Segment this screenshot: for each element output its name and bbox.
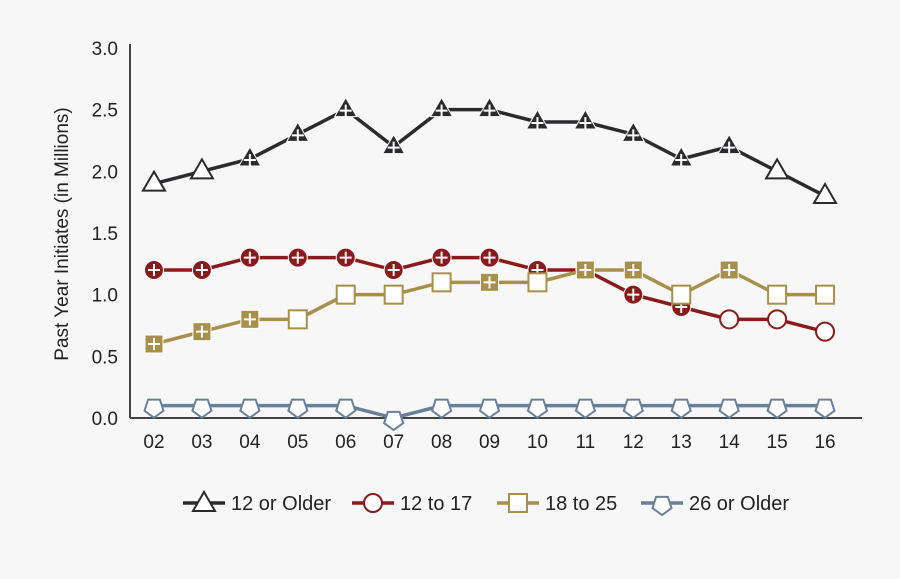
significance-plus-icon [579,117,592,129]
significance-plus-icon [627,129,640,142]
legend-item: 12 to 17 [352,493,472,515]
x-tick-label: 03 [191,432,212,453]
data-point [767,284,788,305]
x-tick-label: 14 [719,432,741,453]
x-tick-label: 06 [335,432,356,453]
significance-plus-icon [627,288,640,301]
data-point [141,169,167,192]
significance-plus-icon [435,104,448,117]
x-tick-label: 16 [814,432,835,453]
data-point [815,321,836,342]
series-26-or-older [143,398,836,432]
x-tick-label: 07 [383,432,404,453]
data-point [719,309,740,330]
x-tick-label: 11 [576,432,596,453]
data-point [287,398,309,419]
legend-marker-triangle-icon [191,490,217,512]
legend-marker-square-icon [508,493,528,513]
data-point [767,309,788,330]
data-point [239,398,261,419]
significance-plus-icon [483,104,496,117]
x-tick-label: 15 [767,432,788,453]
significance-plus-icon [148,338,160,350]
data-point [718,398,740,419]
data-point [814,398,836,419]
legend-label: 12 to 17 [400,493,472,515]
significance-plus-icon [723,264,736,276]
significance-plus-icon [243,251,256,264]
x-tick-label: 02 [143,432,164,453]
data-point [766,398,788,419]
data-point [143,398,165,419]
legend-marker-circle-icon [363,493,383,513]
x-tick-label: 08 [431,432,452,453]
series-12-or-older [141,96,838,204]
y-tick-label: 2.0 [92,162,118,183]
data-point [383,284,404,305]
series-18-to-25 [144,260,836,354]
y-axis-label: Past Year Initiates (in Millions) [52,107,73,360]
data-point [191,398,213,419]
significance-plus-icon [195,264,208,276]
data-point [671,284,692,305]
significance-plus-icon [435,251,448,264]
data-point [287,309,308,330]
y-tick-label: 0.5 [92,347,118,368]
significance-plus-icon [483,251,496,264]
y-tick-label: 2.5 [92,101,118,122]
data-point [382,410,405,432]
significance-plus-icon [483,276,496,289]
significance-plus-icon [243,313,256,326]
legend-label: 12 or Older [231,493,331,515]
data-point [189,157,215,180]
legend-item: 26 or Older [641,493,789,517]
legend-label: 18 to 25 [545,493,617,515]
significance-plus-icon [675,154,688,166]
significance-plus-icon [723,141,736,154]
significance-plus-icon [291,129,304,142]
significance-plus-icon [195,325,208,338]
legend-marker-pentagon-icon [651,495,673,517]
data-point [670,398,692,419]
y-tick-label: 0.0 [92,409,118,430]
significance-plus-icon [243,154,256,166]
legend-label: 26 or Older [689,493,789,515]
y-tick-label: 3.0 [92,39,118,60]
significance-plus-icon [339,104,352,117]
significance-plus-icon [291,251,304,264]
data-point [622,398,644,419]
data-point [527,272,548,293]
x-tick-label: 12 [623,432,644,453]
data-point [431,272,452,293]
data-point [335,284,356,305]
y-tick-label: 1.5 [92,224,118,245]
data-point [764,157,790,180]
significance-plus-icon [627,264,640,276]
data-point [335,398,357,419]
legend-item: 12 or Older [183,490,331,515]
x-tick-label: 13 [671,432,692,453]
x-tick-label: 09 [479,432,500,453]
data-point [478,398,501,419]
x-tick-label: 05 [287,432,308,453]
x-tick-label: 04 [239,432,261,453]
data-point [526,398,549,419]
significance-plus-icon [387,141,400,154]
significance-plus-icon [579,264,592,276]
significance-plus-icon [339,251,352,264]
significance-plus-icon [387,264,400,276]
data-point [574,398,597,419]
data-point [430,398,453,419]
x-tick-label: 10 [527,432,548,453]
data-point [812,182,838,204]
legend-item: 18 to 25 [497,493,617,515]
data-point [815,284,836,305]
significance-plus-icon [531,117,544,129]
y-tick-label: 1.0 [92,286,118,307]
significance-plus-icon [148,264,160,276]
